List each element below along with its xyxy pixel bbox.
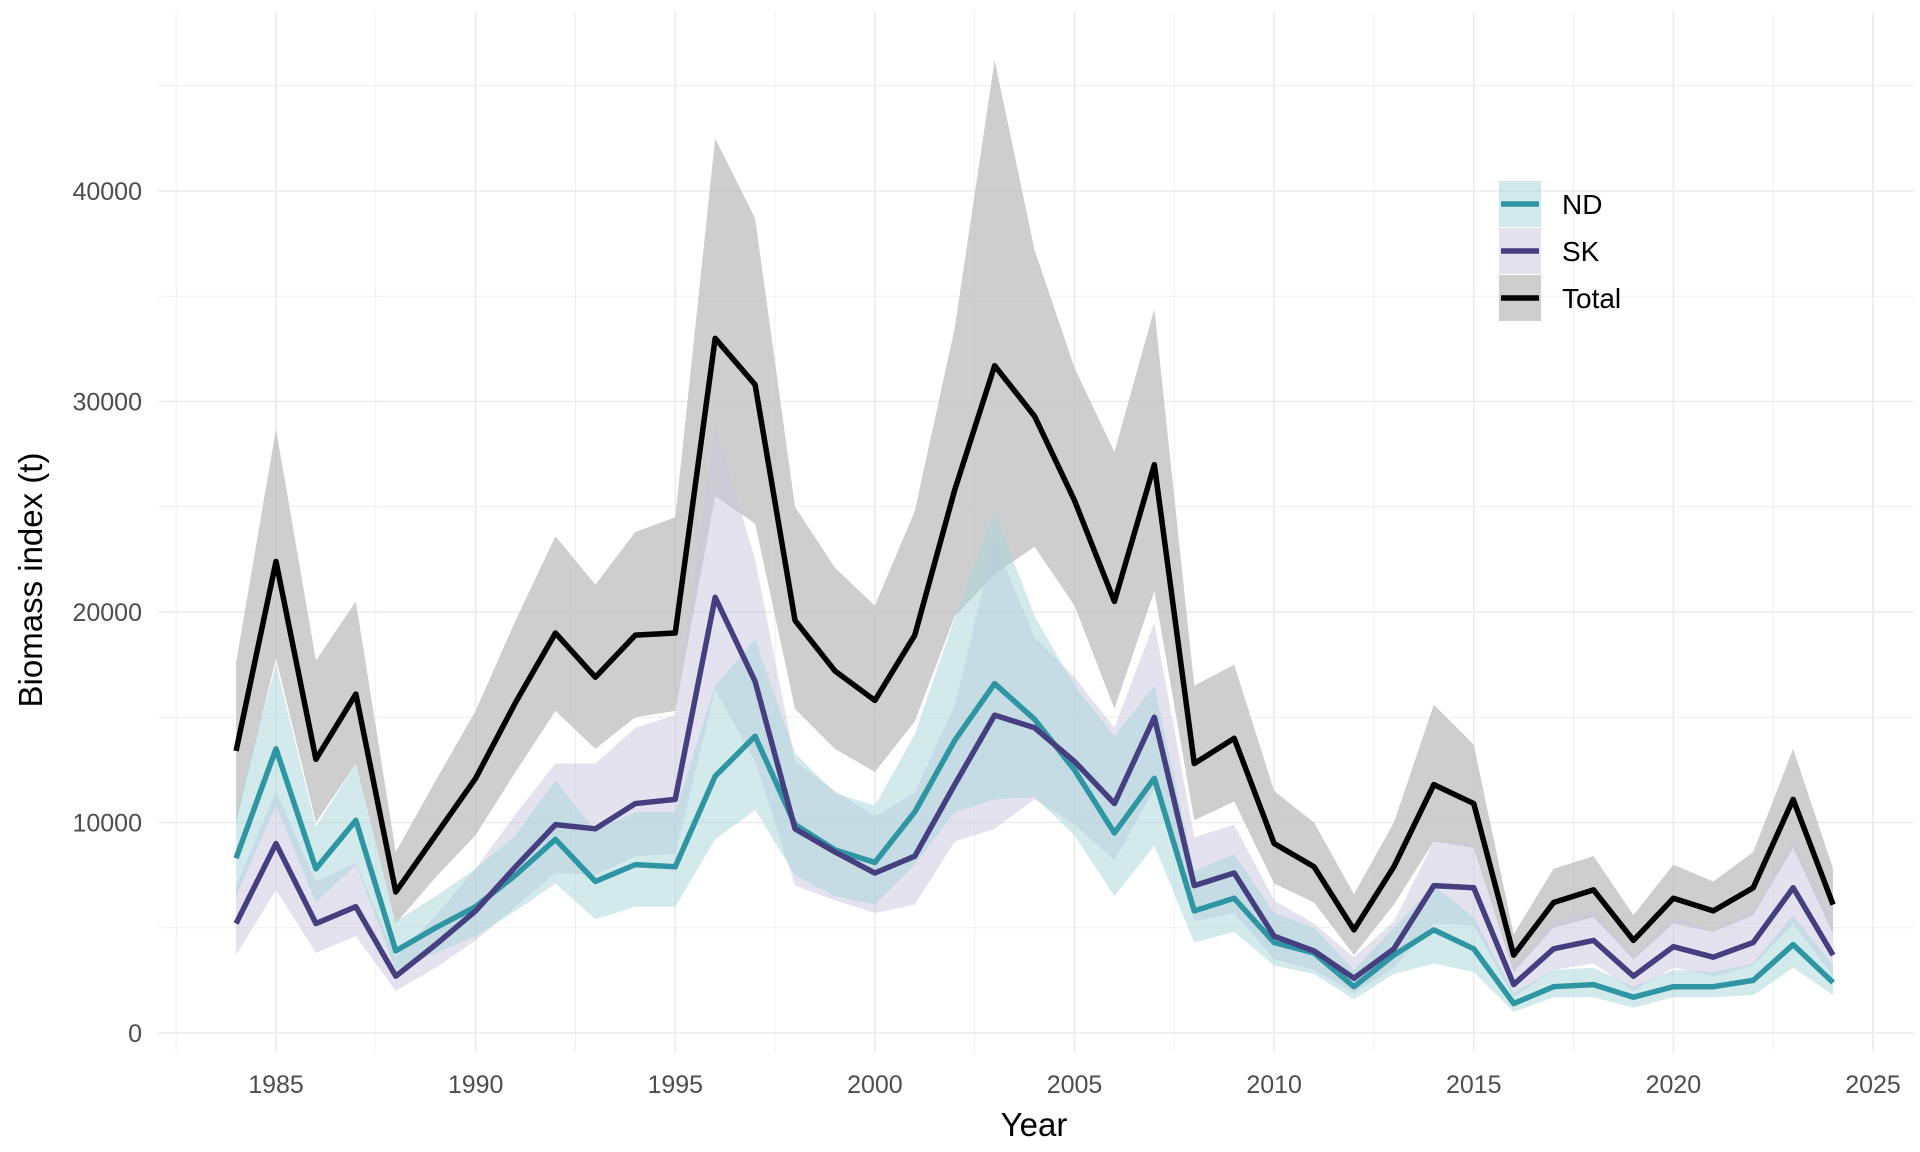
x-axis-title: Year	[1001, 1106, 1068, 1143]
x-tick-label: 2015	[1446, 1071, 1502, 1099]
series-lines	[233, 335, 1836, 1007]
legend: ND SK Total	[1499, 181, 1621, 321]
x-tick-label: 2010	[1246, 1071, 1302, 1099]
x-tick-label: 2000	[847, 1071, 903, 1099]
x-axis-ticks: 1985 1990 1995 2000 2005 2010 2015 2020 2025	[248, 1071, 1901, 1099]
y-tick-label: 0	[128, 1020, 142, 1048]
y-tick-label: 40000	[72, 178, 142, 206]
y-tick-label: 10000	[72, 810, 142, 838]
y-axis-ticks: 0 10000 20000 30000 40000	[72, 178, 142, 1048]
y-axis-title: Biomass index (t)	[12, 453, 49, 708]
legend-label: ND	[1562, 189, 1602, 220]
x-tick-label: 1995	[647, 1071, 703, 1099]
x-tick-label: 1990	[448, 1071, 504, 1099]
x-tick-label: 2025	[1845, 1071, 1901, 1099]
x-tick-label: 2005	[1047, 1071, 1103, 1099]
legend-label: Total	[1562, 283, 1621, 314]
legend-item-sk: SK	[1499, 228, 1600, 274]
ribbon-total	[236, 60, 1834, 972]
x-tick-label: 1985	[248, 1071, 304, 1099]
y-tick-label: 20000	[72, 599, 142, 627]
x-tick-label: 2020	[1646, 1071, 1702, 1099]
legend-item-total: Total	[1499, 275, 1621, 321]
legend-label: SK	[1562, 236, 1600, 267]
y-tick-label: 30000	[72, 389, 142, 417]
legend-item-nd: ND	[1499, 181, 1602, 227]
